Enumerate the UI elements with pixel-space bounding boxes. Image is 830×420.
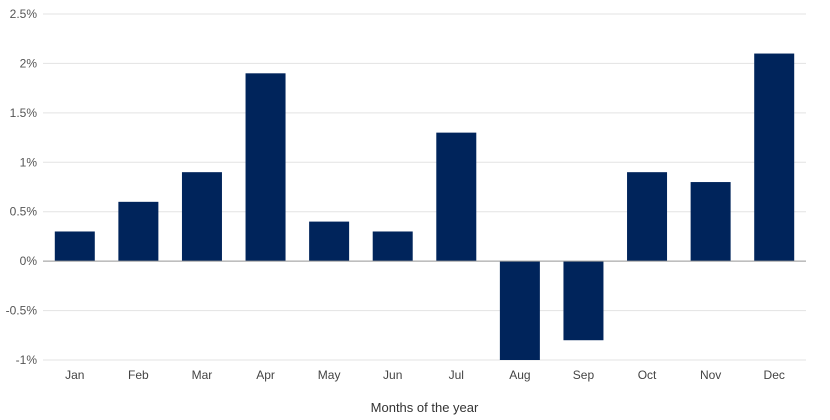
x-tick-label: Apr bbox=[256, 368, 275, 382]
x-tick-label: Dec bbox=[764, 368, 785, 382]
x-axis-title: Months of the year bbox=[371, 400, 479, 415]
y-axis-ticks: 2.5% 2% 1.5% 1% 0.5% 0% -0.5% -1% bbox=[6, 7, 38, 367]
x-tick-label: Jun bbox=[383, 368, 402, 382]
x-tick-label: Nov bbox=[700, 368, 721, 382]
x-tick-label: Sep bbox=[573, 368, 595, 382]
bar-apr bbox=[245, 73, 286, 262]
bar-aug bbox=[499, 261, 540, 360]
y-tick-label: -0.5% bbox=[6, 304, 38, 318]
bar-mar bbox=[181, 172, 222, 262]
x-axis-ticks: Jan Feb Mar Apr May Jun Jul Aug Sep Oct Nov Dec bbox=[65, 368, 785, 382]
bars bbox=[54, 53, 795, 360]
bar-nov bbox=[690, 182, 731, 262]
x-tick-label: Feb bbox=[128, 368, 149, 382]
y-tick-label: 1% bbox=[20, 155, 38, 169]
bar-oct bbox=[627, 172, 668, 262]
bar-jun bbox=[372, 231, 413, 262]
bar-jan bbox=[54, 231, 95, 262]
y-tick-label: 2.5% bbox=[10, 7, 38, 21]
y-tick-label: 1.5% bbox=[10, 106, 38, 120]
y-tick-label: 0.5% bbox=[10, 205, 38, 219]
x-tick-label: Jan bbox=[65, 368, 84, 382]
y-tick-label: 0% bbox=[20, 254, 38, 268]
x-tick-label: Jul bbox=[449, 368, 464, 382]
bar-feb bbox=[118, 201, 159, 262]
y-tick-label: -1% bbox=[16, 353, 38, 367]
x-tick-label: May bbox=[318, 368, 341, 382]
bar-sep bbox=[563, 261, 604, 341]
x-tick-label: Oct bbox=[638, 368, 657, 382]
bar-dec bbox=[754, 53, 795, 262]
bar-jul bbox=[436, 132, 477, 262]
y-tick-label: 2% bbox=[20, 56, 38, 70]
x-tick-label: Mar bbox=[192, 368, 213, 382]
bar-may bbox=[309, 221, 350, 262]
x-tick-label: Aug bbox=[509, 368, 530, 382]
